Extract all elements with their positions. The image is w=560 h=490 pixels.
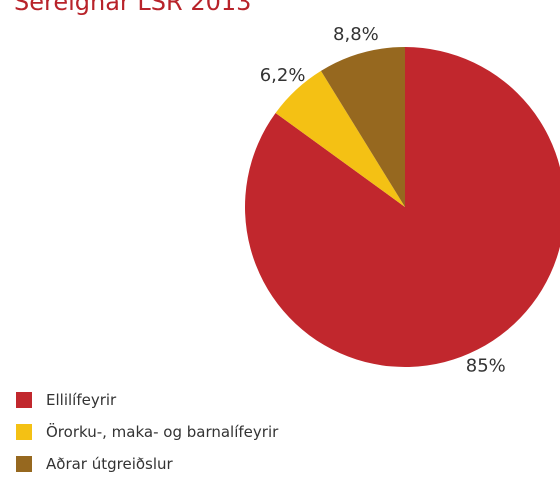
pie-slice: [245, 47, 560, 367]
pie-slice: [275, 70, 405, 207]
chart-title: Séreignar LSR 2013: [14, 0, 252, 16]
legend-label: Örorku-, maka- og barnalífeyrir: [46, 423, 279, 441]
legend-item-adrar: Aðrar útgreiðslur: [16, 454, 278, 474]
legend-swatch: [16, 392, 32, 408]
slice-value-label: 8,8%: [333, 24, 379, 45]
legend: Ellilífeyrir Örorku-, maka- og barnalífe…: [16, 390, 278, 486]
legend-item-ellilifeyrir: Ellilífeyrir: [16, 390, 278, 410]
pie-slice: [320, 47, 405, 207]
legend-swatch: [16, 424, 32, 440]
legend-item-ororku: Örorku-, maka- og barnalífeyrir: [16, 422, 278, 442]
legend-label: Aðrar útgreiðslur: [46, 455, 173, 473]
legend-label: Ellilífeyrir: [46, 391, 117, 409]
legend-swatch: [16, 456, 32, 472]
slice-value-label: 6,2%: [260, 65, 306, 86]
slice-value-label: 85%: [466, 356, 506, 377]
